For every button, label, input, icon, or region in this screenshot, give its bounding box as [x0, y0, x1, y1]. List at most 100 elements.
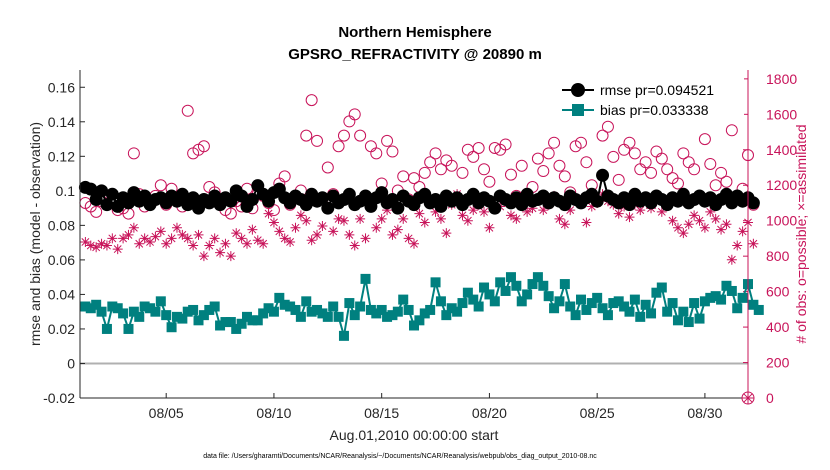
assimilated-point	[312, 229, 323, 240]
bias-point	[732, 303, 743, 314]
bias-point	[247, 315, 258, 326]
assimilated-point	[484, 222, 495, 233]
assimilated-point	[123, 229, 134, 240]
bias-point	[726, 285, 737, 296]
data-file-footer: data file: /Users/gharamti/Documents/NCA…	[203, 453, 597, 460]
bias-point	[355, 301, 366, 312]
bias-point	[699, 296, 710, 307]
possible-point	[504, 168, 517, 181]
assimilated-point	[683, 219, 694, 230]
assimilated-point	[252, 235, 263, 246]
bias-point	[646, 308, 657, 319]
possible-point	[688, 163, 701, 176]
assimilated-point	[726, 254, 737, 265]
bias-point	[403, 304, 414, 315]
possible-point	[661, 163, 674, 176]
assimilated-point	[468, 205, 479, 216]
bias-point	[511, 280, 522, 291]
assimilated-point	[441, 228, 452, 239]
bias-point	[565, 301, 576, 312]
assimilated-point	[258, 238, 269, 249]
bias-point	[425, 304, 436, 315]
right-tick-label: 1600	[766, 106, 797, 122]
assimilated-point	[672, 222, 683, 233]
assimilated-point	[462, 215, 473, 226]
assimilated-point	[204, 240, 215, 251]
bias-point	[629, 294, 640, 305]
possible-point	[424, 156, 437, 169]
assimilated-point	[716, 224, 727, 235]
rmse-point	[590, 194, 604, 208]
bias-point	[344, 298, 355, 309]
legend-box	[556, 76, 744, 120]
assimilated-point	[505, 210, 516, 221]
bias-point	[635, 311, 646, 322]
possible-point	[537, 165, 550, 178]
possible-point	[429, 147, 442, 160]
assimilated-point	[635, 205, 646, 216]
bias-point	[689, 298, 700, 309]
bias-point	[322, 311, 333, 322]
bias-point	[500, 285, 511, 296]
assimilated-point	[177, 229, 188, 240]
bias-point	[705, 292, 716, 303]
bias-point	[559, 279, 570, 290]
rmse-point	[299, 198, 313, 212]
bias-point	[182, 306, 193, 317]
assimilated-point	[263, 208, 274, 219]
bias-point	[85, 303, 96, 314]
assimilated-point	[511, 213, 522, 224]
bias-point	[586, 298, 597, 309]
possible-point	[575, 136, 587, 149]
assimilated-point	[155, 226, 166, 237]
assimilated-point	[748, 238, 759, 249]
assimilated-point	[161, 238, 172, 249]
assimilated-point	[522, 206, 533, 217]
bias-point	[602, 310, 613, 321]
assimilated-point	[382, 205, 393, 216]
assimilated-point	[242, 238, 252, 249]
possible-point	[715, 166, 728, 179]
assimilated-point	[193, 229, 204, 240]
bias-point	[96, 306, 107, 317]
possible-point	[456, 166, 469, 179]
assimilated-point	[107, 233, 118, 244]
assimilated-point	[349, 240, 360, 251]
assimilated-point	[236, 233, 247, 244]
legend-bias-label: bias pr=0.033338	[600, 102, 709, 118]
assimilated-point	[112, 244, 123, 255]
bias-point	[107, 301, 118, 312]
possible-point	[300, 129, 313, 142]
bias-point	[155, 296, 166, 307]
possible-point	[725, 124, 738, 137]
possible-point	[278, 170, 291, 183]
possible-point	[542, 147, 555, 160]
left-tick-label: 0.16	[48, 79, 75, 95]
possible-point	[332, 140, 345, 153]
assimilated-point	[290, 222, 301, 233]
assimilated-point	[737, 226, 748, 237]
bias-point	[118, 308, 129, 319]
zero-count-marker	[741, 391, 755, 405]
possible-point	[531, 152, 544, 165]
bias-point	[161, 310, 172, 321]
assimilated-point	[398, 213, 409, 224]
possible-point	[348, 108, 361, 121]
possible-point	[434, 163, 447, 176]
possible-point	[154, 179, 167, 192]
assimilated-point	[414, 208, 425, 219]
left-tick-label: 0.1	[56, 183, 76, 199]
bias-point	[721, 280, 732, 291]
bias-point	[279, 299, 290, 310]
legend: rmse pr=0.094521 bias pr=0.033338	[556, 76, 744, 120]
bias-point	[204, 304, 215, 315]
y-axis-label-right: # of obs: o=possible; ×=assimilated	[793, 124, 809, 343]
left-tick-label: -0.02	[43, 390, 75, 406]
bias-point	[295, 311, 306, 322]
bias-point	[716, 294, 727, 305]
right-tick-label: 600	[766, 284, 790, 300]
rmse-point	[622, 198, 636, 212]
assimilated-point	[80, 236, 91, 247]
legend-rmse-marker	[571, 83, 585, 97]
bias-point	[468, 294, 479, 305]
